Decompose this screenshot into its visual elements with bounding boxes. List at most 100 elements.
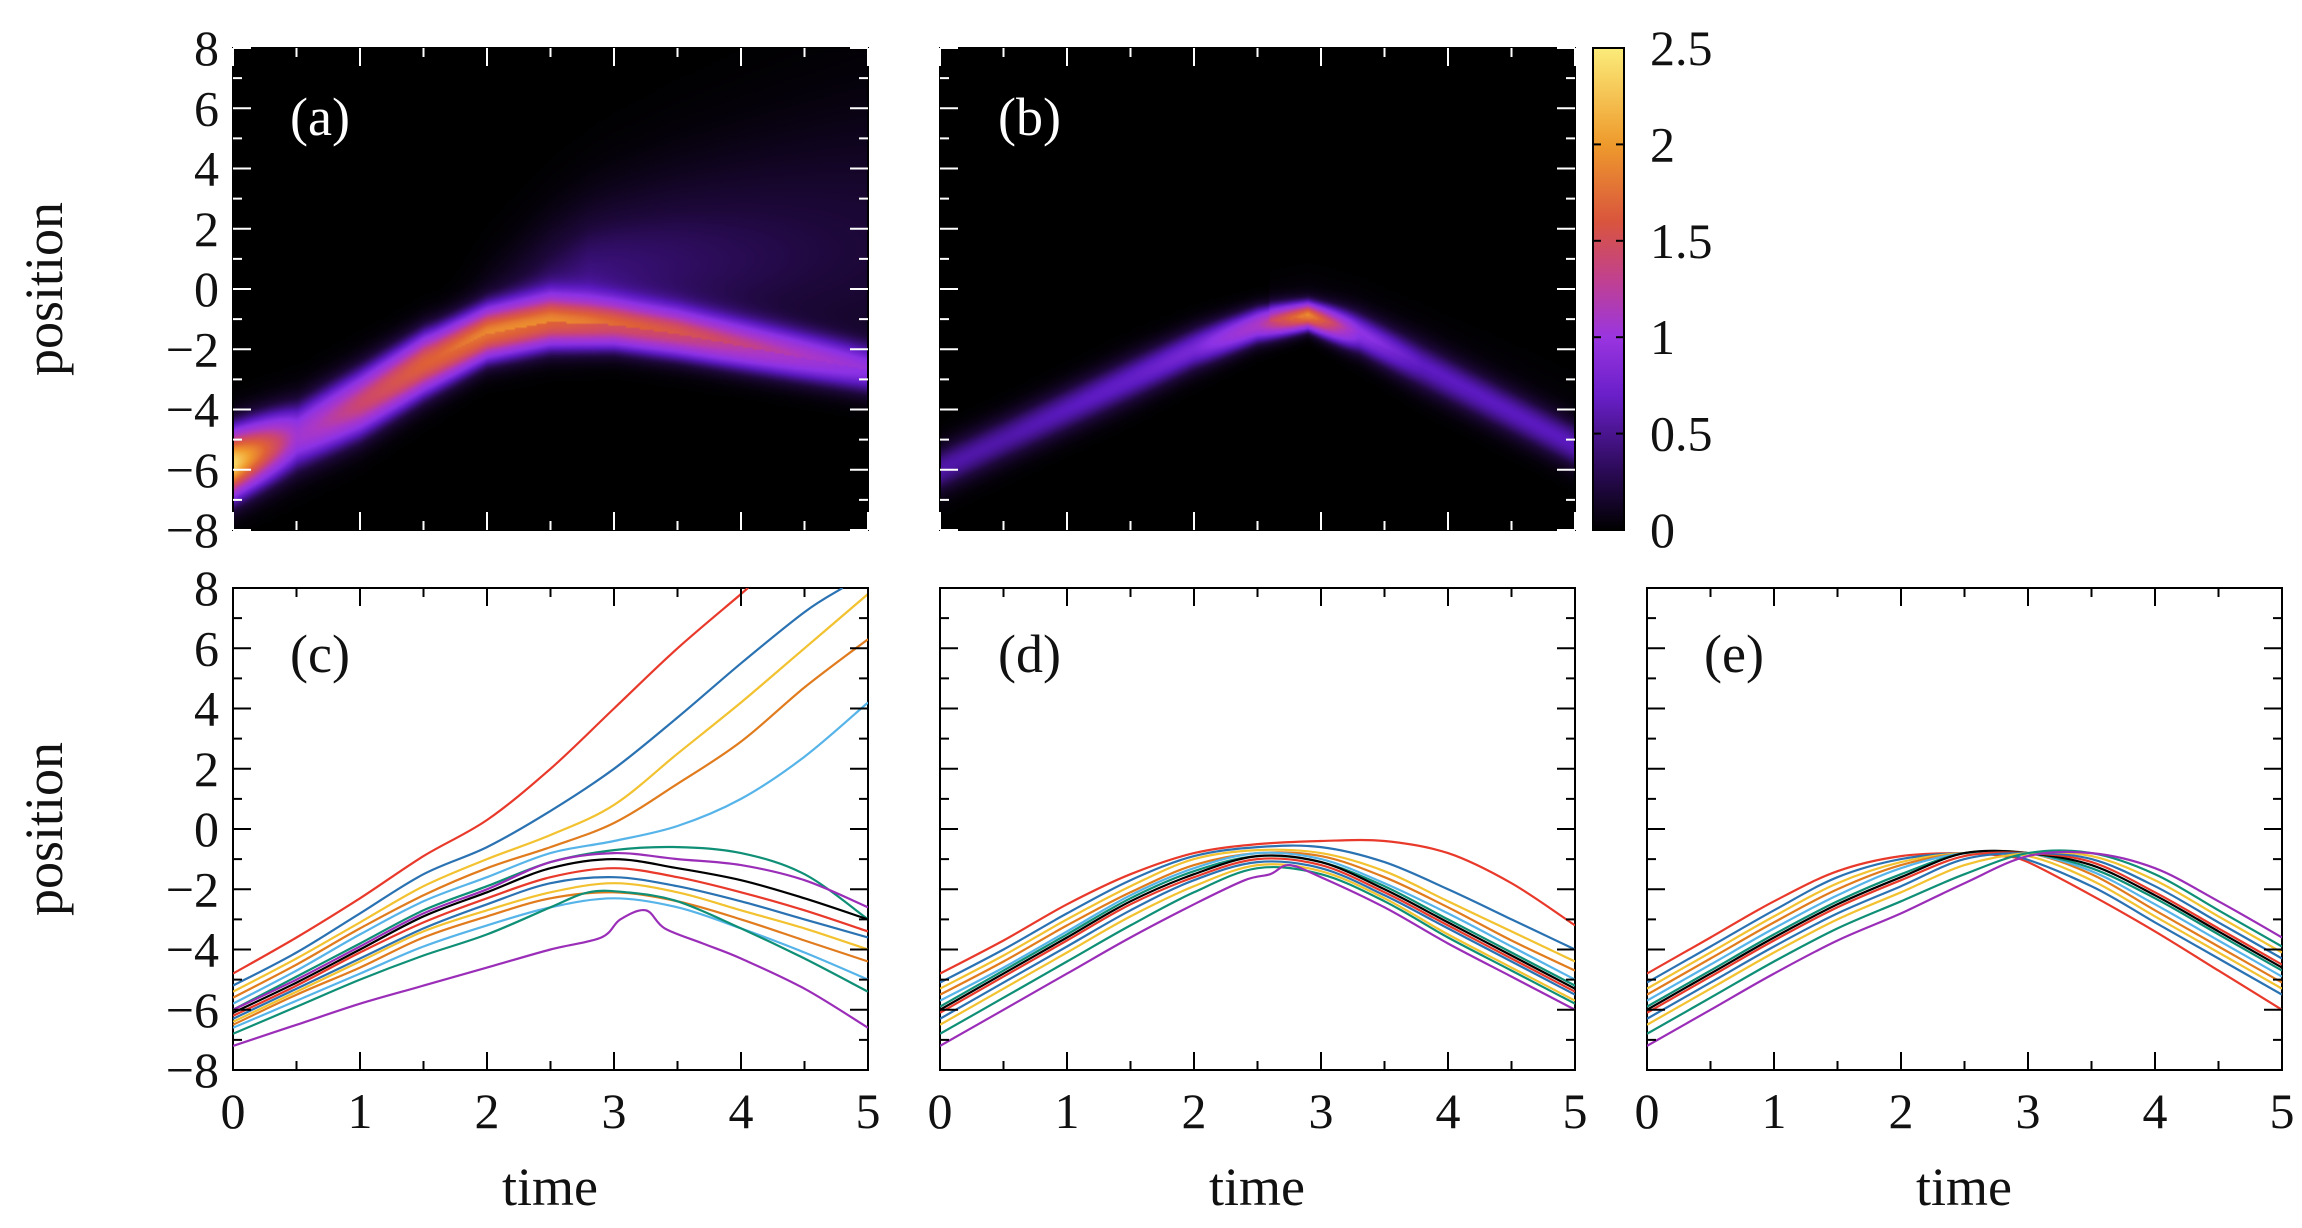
trajectory-line (940, 860, 1575, 1020)
colorbar-gradient (1592, 47, 1625, 531)
lines-e (1647, 849, 2282, 1047)
trajectory-line (1647, 849, 2282, 1035)
x-tick-label: 5 (1563, 1083, 1588, 1139)
trajectory-line (940, 848, 1575, 990)
trajectory-line (1647, 851, 2282, 1020)
trajectory-line (940, 865, 1575, 1035)
panel-label-e: (e) (1704, 624, 1764, 684)
y-tick-label: 8 (194, 20, 219, 76)
y-tick-label: 0 (194, 261, 219, 317)
trajectory-line (233, 908, 868, 1047)
lines-c (233, 588, 868, 1047)
xlabel-d: time (1209, 1157, 1305, 1217)
trajectory-line (1647, 849, 2282, 1011)
trajectory-line (233, 588, 750, 975)
series-group (233, 588, 868, 1047)
xlabel-e: time (1916, 1157, 2012, 1217)
panel-label-a: (a) (290, 87, 350, 147)
x-tick-label: 1 (348, 1083, 373, 1139)
x-tick-label: 4 (729, 1083, 754, 1139)
x-tick-label: 3 (2016, 1083, 2041, 1139)
trajectory-line (233, 638, 868, 999)
trajectory-line (233, 701, 868, 1005)
y-tick-label: 6 (194, 80, 219, 136)
colorbar-tick-label: 0 (1650, 502, 1675, 558)
colorbar-tick-label: 1.5 (1650, 213, 1713, 269)
heatmap-a-image (233, 48, 868, 530)
panel-b: (b) (939, 47, 1576, 531)
x-tick-label: 0 (221, 1083, 246, 1139)
y-tick-label: −2 (166, 861, 219, 917)
y-tick-label: 6 (194, 620, 219, 676)
trajectory-line (233, 593, 868, 993)
colorbar-ticks: 0 0.5 1 1.5 2 2.5 (1593, 20, 1713, 558)
trajectory-line (233, 882, 868, 1023)
y-tick-label: 2 (194, 201, 219, 257)
y-tick-label: −4 (166, 922, 219, 978)
series-group (940, 838, 1575, 1047)
trajectory-line (233, 891, 868, 1026)
x-tick-label: 3 (1309, 1083, 1334, 1139)
y-tick-label: 2 (194, 741, 219, 797)
ticks-b (939, 47, 1576, 531)
colorbar-tick-label: 2.5 (1650, 20, 1713, 76)
x-tick-label: 0 (1635, 1083, 1660, 1139)
trajectory-line (940, 844, 1575, 984)
trajectory-line (233, 867, 868, 1017)
y-tick-label: 4 (194, 681, 219, 737)
x-tick-label: 1 (1055, 1083, 1080, 1139)
y-tick-label: −4 (166, 382, 219, 438)
x-tick-label: 5 (2270, 1083, 2295, 1139)
plot-frame-c (232, 587, 869, 1071)
trajectory-line (940, 863, 1575, 1026)
y-tick-label: 4 (194, 141, 219, 197)
x-tick-label: 2 (1889, 1083, 1914, 1139)
trajectory-line (233, 876, 868, 1020)
heatmap-b-image (940, 48, 1575, 530)
trajectory-line (940, 838, 1575, 975)
x-tick-label: 0 (928, 1083, 953, 1139)
ticks-e: 0 1 2 3 4 5 (1635, 587, 2295, 1139)
colorbar-tick-label: 1 (1650, 309, 1675, 365)
trajectory-line (233, 857, 868, 1014)
trajectory-line (1647, 851, 2282, 1014)
x-tick-label: 4 (1436, 1083, 1461, 1139)
x-tick-label: 5 (856, 1083, 881, 1139)
trajectory-line (1647, 850, 2282, 1047)
panel-e: 0 1 2 3 4 5 (e) (1635, 587, 2295, 1139)
series-group (1647, 849, 2282, 1047)
colorbar: 0 0.5 1 1.5 2 2.5 (1592, 20, 1713, 558)
x-tick-label: 2 (1182, 1083, 1207, 1139)
lines-d (940, 838, 1575, 1047)
ylabel-bottom: position (14, 742, 74, 916)
panel-d: 0 1 2 3 4 5 (d) (928, 587, 1588, 1139)
colorbar-tick-label: 0.5 (1650, 406, 1713, 462)
trajectory-line (233, 889, 868, 1035)
y-tick-label: −8 (166, 502, 219, 558)
panel-label-c: (c) (290, 624, 350, 684)
panel-label-d: (d) (998, 624, 1061, 684)
xlabel-c: time (502, 1157, 598, 1217)
trajectory-line (233, 851, 868, 1011)
x-tick-label: 1 (1762, 1083, 1787, 1139)
y-tick-label: −6 (166, 442, 219, 498)
ylabel-top: position (14, 202, 74, 376)
trajectory-line (940, 863, 1575, 1047)
x-tick-label: 2 (475, 1083, 500, 1139)
y-tick-label: 8 (194, 560, 219, 616)
trajectory-line (940, 857, 1575, 1014)
plot-frame-d (939, 587, 1576, 1071)
trajectory-line (233, 588, 844, 987)
x-tick-label: 4 (2143, 1083, 2168, 1139)
y-tick-label: −6 (166, 982, 219, 1038)
y-tick-label: −2 (166, 321, 219, 377)
y-tick-label: 0 (194, 801, 219, 857)
trajectory-line (1647, 851, 2282, 1026)
trajectory-line (940, 851, 1575, 1002)
colorbar-tick-label: 2 (1650, 116, 1675, 172)
